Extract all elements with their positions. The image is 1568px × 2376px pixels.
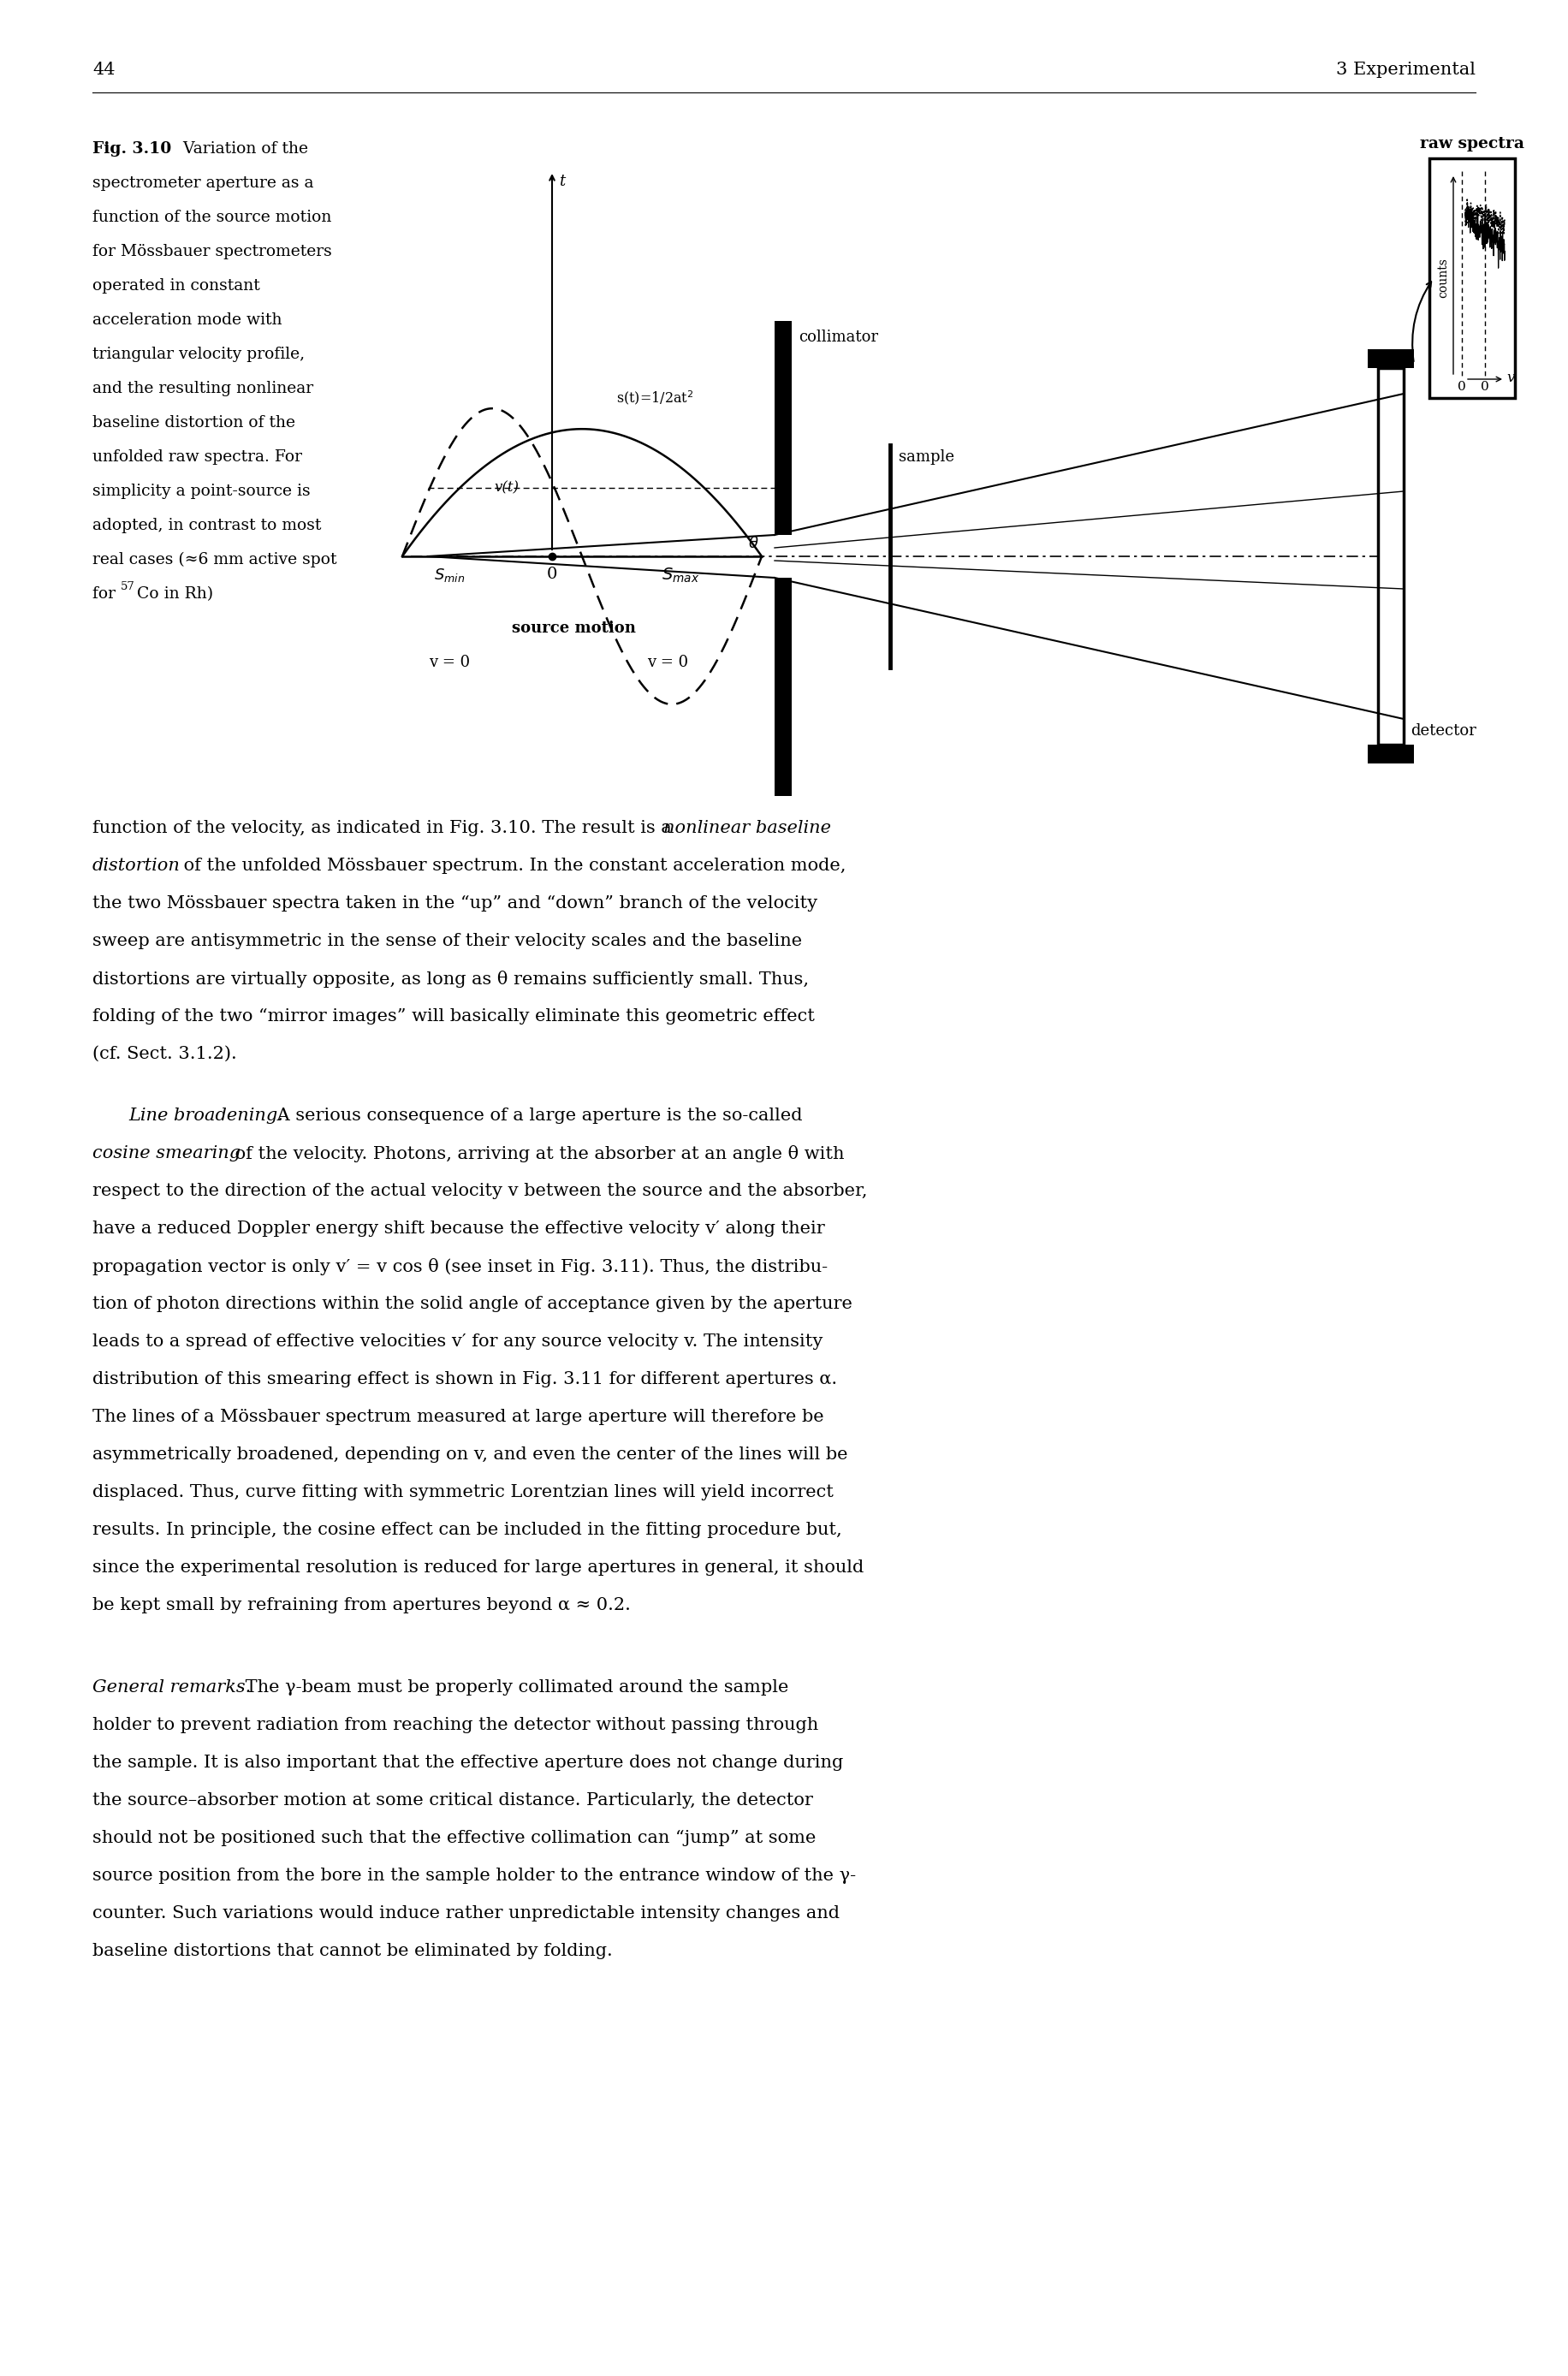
Text: 0: 0 — [1480, 380, 1490, 392]
Text: The γ-beam must be properly collimated around the sample: The γ-beam must be properly collimated a… — [240, 1680, 789, 1696]
Text: collimator: collimator — [798, 330, 878, 345]
Text: triangular velocity profile,: triangular velocity profile, — [93, 347, 304, 361]
Bar — [1367, 349, 1414, 368]
Text: for: for — [93, 587, 121, 601]
Text: v = 0: v = 0 — [648, 656, 688, 670]
Text: propagation vector is only v′ = v cos θ (see inset in Fig. 3.11). Thus, the dist: propagation vector is only v′ = v cos θ … — [93, 1259, 828, 1276]
Text: function of the source motion: function of the source motion — [93, 209, 331, 226]
Text: 3 Experimental: 3 Experimental — [1336, 62, 1475, 78]
Bar — [1430, 159, 1515, 399]
Text: 44: 44 — [93, 62, 114, 78]
Text: of the unfolded Mössbauer spectrum. In the constant acceleration mode,: of the unfolded Mössbauer spectrum. In t… — [179, 858, 847, 874]
Text: distribution of this smearing effect is shown in Fig. 3.11 for different apertur: distribution of this smearing effect is … — [93, 1371, 837, 1388]
Text: tion of photon directions within the solid angle of acceptance given by the aper: tion of photon directions within the sol… — [93, 1295, 853, 1312]
Text: operated in constant: operated in constant — [93, 278, 260, 295]
Text: General remarks.: General remarks. — [93, 1680, 251, 1696]
Text: Variation of the: Variation of the — [179, 140, 309, 157]
Text: real cases (≈6 mm active spot: real cases (≈6 mm active spot — [93, 551, 337, 568]
Text: v = 0: v = 0 — [428, 656, 470, 670]
Text: Line broadening.: Line broadening. — [129, 1107, 284, 1124]
Text: distortions are virtually opposite, as long as θ remains sufficiently small. Thu: distortions are virtually opposite, as l… — [93, 972, 809, 988]
Bar — [1378, 368, 1403, 744]
Text: distortion: distortion — [93, 858, 180, 874]
Text: cosine smearing: cosine smearing — [93, 1145, 240, 1162]
Text: v(t): v(t) — [494, 480, 519, 494]
Text: 0: 0 — [1458, 380, 1466, 392]
Text: since the experimental resolution is reduced for large apertures in general, it : since the experimental resolution is red… — [93, 1559, 864, 1575]
Text: should not be positioned such that the effective collimation can “jump” at some: should not be positioned such that the e… — [93, 1830, 815, 1846]
Text: spectrometer aperture as a: spectrometer aperture as a — [93, 176, 314, 190]
Text: results. In principle, the cosine effect can be included in the fitting procedur: results. In principle, the cosine effect… — [93, 1521, 842, 1537]
Text: $S_{max}$: $S_{max}$ — [662, 565, 699, 584]
Text: asymmetrically broadened, depending on v, and even the center of the lines will : asymmetrically broadened, depending on v… — [93, 1447, 848, 1464]
Text: holder to prevent radiation from reaching the detector without passing through: holder to prevent radiation from reachin… — [93, 1718, 818, 1732]
Text: source position from the bore in the sample holder to the entrance window of the: source position from the bore in the sam… — [93, 1868, 856, 1884]
Text: (cf. Sect. 3.1.2).: (cf. Sect. 3.1.2). — [93, 1045, 237, 1062]
Text: sweep are antisymmetric in the sense of their velocity scales and the baseline: sweep are antisymmetric in the sense of … — [93, 934, 803, 948]
Text: leads to a spread of effective velocities v′ for any source velocity v. The inte: leads to a spread of effective velocitie… — [93, 1333, 823, 1350]
Text: The lines of a Mössbauer spectrum measured at large aperture will therefore be: The lines of a Mössbauer spectrum measur… — [93, 1409, 823, 1426]
Bar — [1367, 744, 1414, 763]
Text: simplicity a point-source is: simplicity a point-source is — [93, 485, 310, 499]
Text: v: v — [1507, 371, 1515, 385]
Text: function of the velocity, as indicated in Fig. 3.10. The result is a: function of the velocity, as indicated i… — [93, 820, 677, 836]
Text: counter. Such variations would induce rather unpredictable intensity changes and: counter. Such variations would induce ra… — [93, 1906, 839, 1922]
Text: raw spectra: raw spectra — [1421, 135, 1524, 152]
Text: Co in Rh): Co in Rh) — [136, 587, 213, 601]
Text: respect to the direction of the actual velocity v between the source and the abs: respect to the direction of the actual v… — [93, 1183, 867, 1200]
Text: and the resulting nonlinear: and the resulting nonlinear — [93, 380, 314, 397]
Text: baseline distortion of the: baseline distortion of the — [93, 416, 295, 430]
Text: unfolded raw spectra. For: unfolded raw spectra. For — [93, 449, 303, 466]
Bar — [775, 321, 792, 535]
Text: of the velocity. Photons, arriving at the absorber at an angle θ with: of the velocity. Photons, arriving at th… — [229, 1145, 844, 1162]
Text: s(t)=1/2at$^2$: s(t)=1/2at$^2$ — [616, 390, 693, 406]
Text: the two Mössbauer spectra taken in the “up” and “down” branch of the velocity: the two Mössbauer spectra taken in the “… — [93, 896, 817, 912]
Text: A serious consequence of a large aperture is the so-called: A serious consequence of a large apertur… — [271, 1107, 803, 1124]
Text: source motion: source motion — [511, 620, 635, 637]
Text: $S_{min}$: $S_{min}$ — [434, 565, 464, 584]
Text: adopted, in contrast to most: adopted, in contrast to most — [93, 518, 321, 532]
Bar — [775, 710, 792, 796]
Text: be kept small by refraining from apertures beyond α ≈ 0.2.: be kept small by refraining from apertur… — [93, 1597, 630, 1613]
Text: $\theta$: $\theta$ — [748, 537, 759, 551]
Text: nonlinear baseline: nonlinear baseline — [663, 820, 831, 836]
Text: t: t — [558, 173, 564, 190]
Text: detector: detector — [1411, 722, 1475, 739]
Text: 57: 57 — [121, 582, 135, 592]
Text: acceleration mode with: acceleration mode with — [93, 311, 282, 328]
Text: folding of the two “mirror images” will basically eliminate this geometric effec: folding of the two “mirror images” will … — [93, 1007, 815, 1024]
Text: for Mössbauer spectrometers: for Mössbauer spectrometers — [93, 245, 332, 259]
Text: the source–absorber motion at some critical distance. Particularly, the detector: the source–absorber motion at some criti… — [93, 1792, 812, 1808]
Text: have a reduced Doppler energy shift because the effective velocity v′ along thei: have a reduced Doppler energy shift beca… — [93, 1221, 825, 1238]
Text: the sample. It is also important that the effective aperture does not change dur: the sample. It is also important that th… — [93, 1753, 844, 1770]
Text: Fig. 3.10: Fig. 3.10 — [93, 140, 171, 157]
Text: 0: 0 — [547, 565, 557, 582]
Text: baseline distortions that cannot be eliminated by folding.: baseline distortions that cannot be elim… — [93, 1944, 613, 1960]
Bar — [775, 577, 792, 710]
Text: counts: counts — [1436, 259, 1449, 299]
Text: sample: sample — [898, 449, 955, 466]
Text: displaced. Thus, curve fitting with symmetric Lorentzian lines will yield incorr: displaced. Thus, curve fitting with symm… — [93, 1485, 834, 1499]
